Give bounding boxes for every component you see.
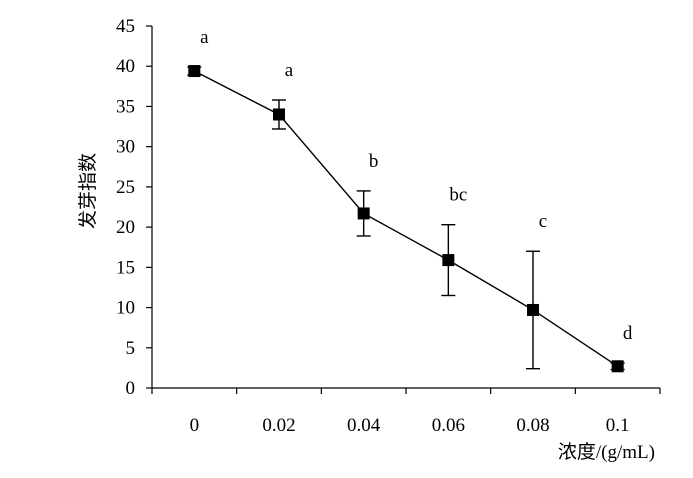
significance-label: c (539, 211, 547, 232)
x-tick-label: 0.08 (516, 415, 549, 436)
significance-label: bc (449, 185, 467, 206)
y-tick-label: 35 (116, 96, 135, 117)
x-tick-label: 0.04 (347, 415, 381, 436)
significance-label: b (369, 151, 379, 172)
y-tick-label: 0 (126, 378, 136, 399)
data-point-marker (442, 254, 455, 267)
data-point-marker (611, 360, 624, 373)
x-axis: 0 0.02 0.04 0.06 0.08 0.1 (151, 387, 661, 436)
y-axis: 0 5 10 15 20 25 30 35 40 45 (116, 16, 153, 399)
x-tick-label: 0.06 (432, 415, 465, 436)
y-axis-title: 发芽指数 (77, 153, 99, 229)
x-tick-label: 0 (190, 415, 200, 436)
y-tick-label: 30 (116, 137, 135, 158)
y-tick-label: 45 (116, 16, 135, 37)
y-tick-label: 40 (116, 56, 135, 77)
significance-label: a (200, 27, 209, 48)
y-tick-label: 5 (126, 338, 136, 359)
significance-label: d (623, 323, 633, 344)
plot-area: a a b bc c d (187, 27, 633, 373)
data-point-marker (188, 65, 201, 78)
series-line (194, 70, 619, 367)
y-tick-label: 15 (116, 257, 135, 278)
significance-label: a (285, 60, 294, 81)
x-tick-label: 0.02 (262, 415, 295, 436)
x-tick-label: 0.1 (606, 415, 630, 436)
data-point-marker (527, 303, 539, 316)
x-axis-title: 浓度/(g/mL) (558, 441, 655, 463)
y-tick-label: 20 (116, 217, 135, 238)
data-point-marker (273, 108, 285, 121)
y-tick-label: 10 (116, 298, 135, 319)
y-tick-label: 25 (116, 177, 135, 198)
data-point-marker (357, 207, 370, 220)
